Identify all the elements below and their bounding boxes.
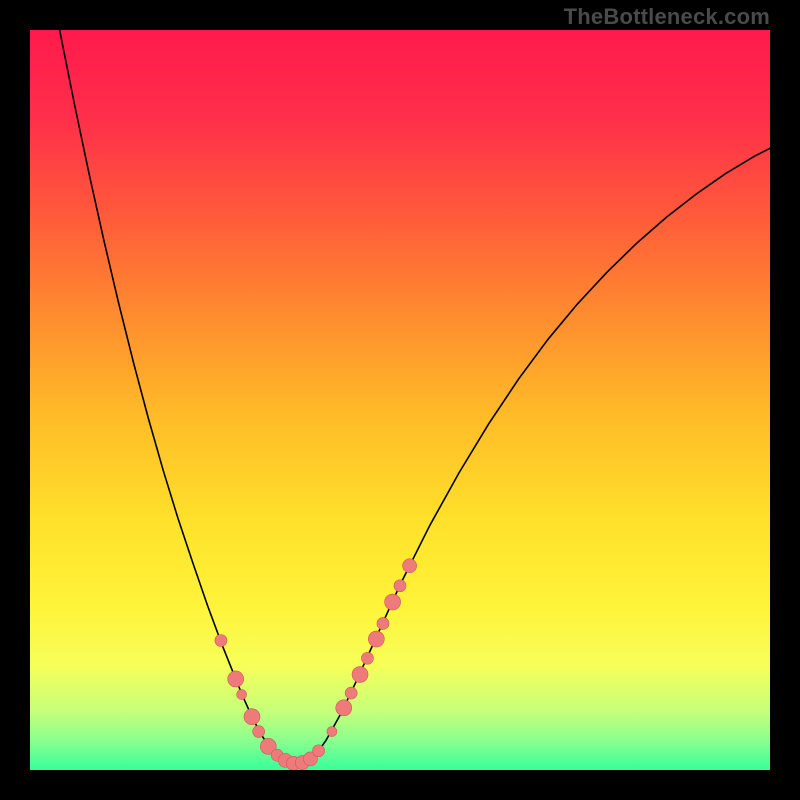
data-marker: [345, 687, 357, 699]
data-marker: [228, 671, 244, 687]
data-marker: [313, 745, 325, 757]
data-marker: [352, 667, 368, 683]
data-marker: [253, 726, 265, 738]
data-marker: [336, 700, 352, 716]
watermark-text: TheBottleneck.com: [564, 4, 770, 30]
data-marker: [403, 559, 417, 573]
data-marker: [327, 727, 337, 737]
gradient-background: [30, 30, 770, 770]
chart-frame: TheBottleneck.com: [0, 0, 800, 800]
data-marker: [377, 617, 389, 629]
chart-svg: [30, 30, 770, 770]
plot-area: [30, 30, 770, 770]
data-marker: [244, 709, 260, 725]
data-marker: [237, 690, 247, 700]
data-marker: [385, 594, 401, 610]
data-marker: [368, 631, 384, 647]
data-marker: [361, 652, 373, 664]
data-marker: [394, 580, 406, 592]
data-marker: [215, 635, 227, 647]
